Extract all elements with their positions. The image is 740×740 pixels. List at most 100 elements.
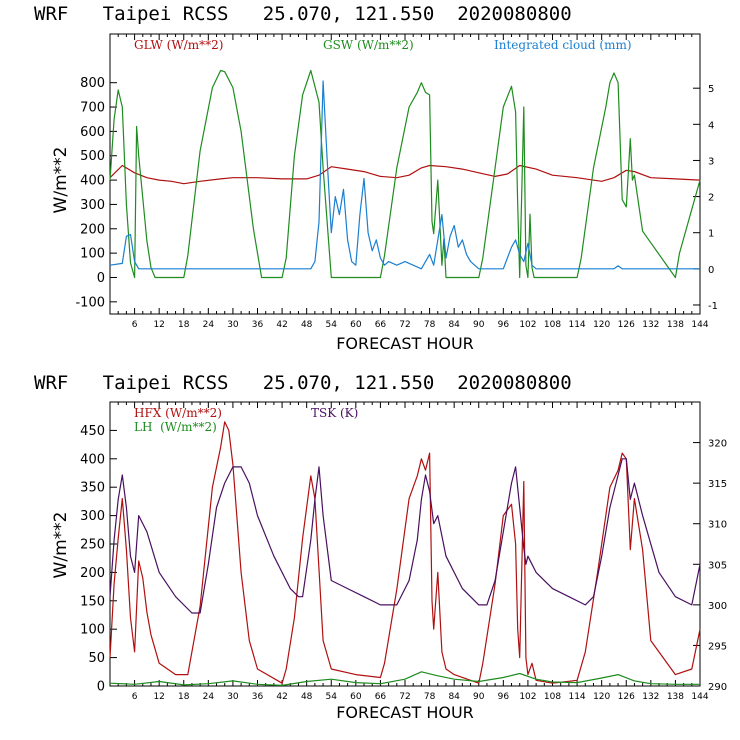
- panel2-y-tick-label: 200: [80, 566, 105, 581]
- panel2-x-tick-label: 42: [276, 692, 287, 702]
- panel1-y-tick-label: 0: [97, 271, 105, 286]
- panel2-x-tick-label: 144: [691, 692, 708, 702]
- panel1-x-tick-label: 24: [203, 320, 215, 330]
- panel1-x-tick-label: 54: [326, 320, 338, 330]
- panel1-series-integrated: [109, 80, 700, 270]
- panel1-x-tick-label: 114: [568, 320, 585, 330]
- panel1-x-tick-label: 126: [618, 320, 635, 330]
- panel1-y-tick-label: 400: [80, 174, 105, 189]
- panel2-y2-tick-label: 310: [708, 520, 727, 531]
- panel1-series-glw: [109, 164, 701, 185]
- panel1-x-tick-label: 60: [350, 320, 362, 330]
- panel2-x-tick-label: 138: [667, 692, 684, 702]
- panel1-axes: 6 12 18 24 30 36 42 48 54 60 66 72 78 84 90 96 102 108 114…: [75, 34, 718, 330]
- panel1-y2-tick-label: -1: [708, 301, 718, 312]
- panel1-x-tick-label: 90: [473, 320, 485, 330]
- panel2-x-tick-label: 18: [178, 692, 190, 702]
- panel1-x-tick-label: 144: [691, 320, 708, 330]
- panel1-x-tick-label: 132: [642, 320, 659, 330]
- legend-integrated-cloud: Integrated cloud (mm): [494, 38, 632, 52]
- panel2-x-tick-label: 60: [350, 692, 362, 702]
- panel1-x-tick-label: 120: [593, 320, 610, 330]
- panel2-x-tick-label: 96: [498, 692, 510, 702]
- panel1-y-tick-label: 700: [80, 101, 105, 116]
- panel2-x-tick-label: 102: [519, 692, 536, 702]
- panel1-y2-tick-label: 5: [708, 84, 714, 95]
- panel1-y2-tick-label: 2: [708, 193, 714, 204]
- radiation-cloud-panel: WRF Taipei RCSS 25.070, 121.550 20200808…: [34, 3, 718, 353]
- panel1-series-gsw: [109, 69, 701, 279]
- panel2-x-tick-label: 12: [153, 692, 164, 702]
- panel1-x-tick-label: 72: [399, 320, 410, 330]
- panel2-axes: 6 12 18 24 30 36 42 48 54 60 66 72 78 84 90 96 102 108 114…: [80, 402, 727, 702]
- panel2-plot-frame: [109, 401, 701, 687]
- panel2-y-tick-label: 350: [80, 481, 105, 496]
- panel1-series: [109, 69, 701, 279]
- panel2-series-hfx: [109, 421, 701, 684]
- panel2-x-tick-label: 120: [593, 692, 610, 702]
- legend-gsw: GSW (W/m**2): [323, 38, 414, 52]
- panel2-series-tsk: [109, 458, 701, 614]
- panel2-x-tick-label: 108: [544, 692, 561, 702]
- panel1-x-tick-label: 84: [448, 320, 460, 330]
- panel2-y-tick-label: 50: [88, 651, 105, 666]
- panel2-x-tick-label: 36: [252, 692, 264, 702]
- panel1-plot-frame: [109, 33, 701, 315]
- panel1-x-tick-label: 108: [544, 320, 561, 330]
- panel2-y-axis-label: W/m**2: [51, 512, 71, 579]
- panel1-x-tick-label: 138: [667, 320, 684, 330]
- panel1-y2-tick-label: 1: [708, 229, 714, 240]
- panel1-y2-tick-label: 3: [708, 156, 714, 167]
- panel2-y2-tick-label: 305: [708, 560, 727, 571]
- panel1-y2-tick-label: 0: [708, 265, 714, 276]
- panel2-x-tick-label: 78: [424, 692, 436, 702]
- panel2-y-tick-label: 450: [80, 424, 105, 439]
- panel2-y2-tick-label: 295: [708, 641, 727, 652]
- panel2-x-tick-label: 84: [448, 692, 460, 702]
- panel1-y-tick-label: -100: [75, 295, 105, 310]
- panel1-y-tick-label: 600: [80, 125, 105, 140]
- panel2-y-tick-label: 250: [80, 538, 105, 553]
- panel1-x-tick-label: 18: [178, 320, 190, 330]
- panel2-x-tick-label: 30: [227, 692, 239, 702]
- panel1-x-tick-label: 48: [301, 320, 313, 330]
- panel1-x-tick-label: 30: [227, 320, 239, 330]
- panel2-series: [109, 421, 701, 687]
- panel2-x-tick-label: 126: [618, 692, 635, 702]
- panel2-x-tick-label: 72: [399, 692, 410, 702]
- panel1-x-tick-label: 102: [519, 320, 536, 330]
- panel1-y-tick-label: 200: [80, 222, 105, 237]
- panel2-x-axis-label: FORECAST HOUR: [336, 703, 474, 722]
- panel2-y-tick-label: 400: [80, 452, 105, 467]
- panel2-y-tick-label: 300: [80, 509, 105, 524]
- panel2-x-tick-label: 114: [568, 692, 585, 702]
- heat-flux-panel: WRF Taipei RCSS 25.070, 121.550 20200808…: [34, 372, 727, 722]
- panel2-x-tick-label: 24: [203, 692, 215, 702]
- panel2-x-tick-label: 66: [375, 692, 387, 702]
- panel2-y2-tick-label: 300: [708, 601, 727, 612]
- panel2-x-tick-label: 90: [473, 692, 485, 702]
- panel1-y-tick-label: 300: [80, 198, 105, 213]
- panel2-x-tick-label: 54: [326, 692, 338, 702]
- legend-lh: LH (W/m**2): [134, 420, 217, 434]
- panel2-x-tick-label: 6: [132, 692, 138, 702]
- legend-glw: GLW (W/m**2): [134, 38, 223, 52]
- panel2-y2-tick-label: 290: [708, 682, 727, 693]
- panel1-y-tick-label: 100: [80, 247, 105, 262]
- legend-hfx: HFX (W/m**2): [134, 406, 222, 420]
- panel2-y2-tick-label: 315: [708, 479, 727, 490]
- panel1-x-tick-label: 36: [252, 320, 264, 330]
- panel2-title: WRF Taipei RCSS 25.070, 121.550 20200808…: [34, 372, 572, 394]
- panel1-y-axis-label: W/m**2: [51, 147, 71, 214]
- panel1-title: WRF Taipei RCSS 25.070, 121.550 20200808…: [34, 3, 572, 25]
- panel1-y2-tick-label: 4: [708, 120, 714, 131]
- panel2-x-tick-label: 132: [642, 692, 659, 702]
- panel1-y-tick-label: 500: [80, 149, 105, 164]
- panel1-x-tick-label: 96: [498, 320, 510, 330]
- panel1-y-tick-label: 800: [80, 76, 105, 91]
- panel2-y-tick-label: 0: [97, 680, 105, 695]
- panel1-x-tick-label: 66: [375, 320, 387, 330]
- panel2-series-lh: [109, 671, 700, 687]
- panel1-x-tick-label: 42: [276, 320, 287, 330]
